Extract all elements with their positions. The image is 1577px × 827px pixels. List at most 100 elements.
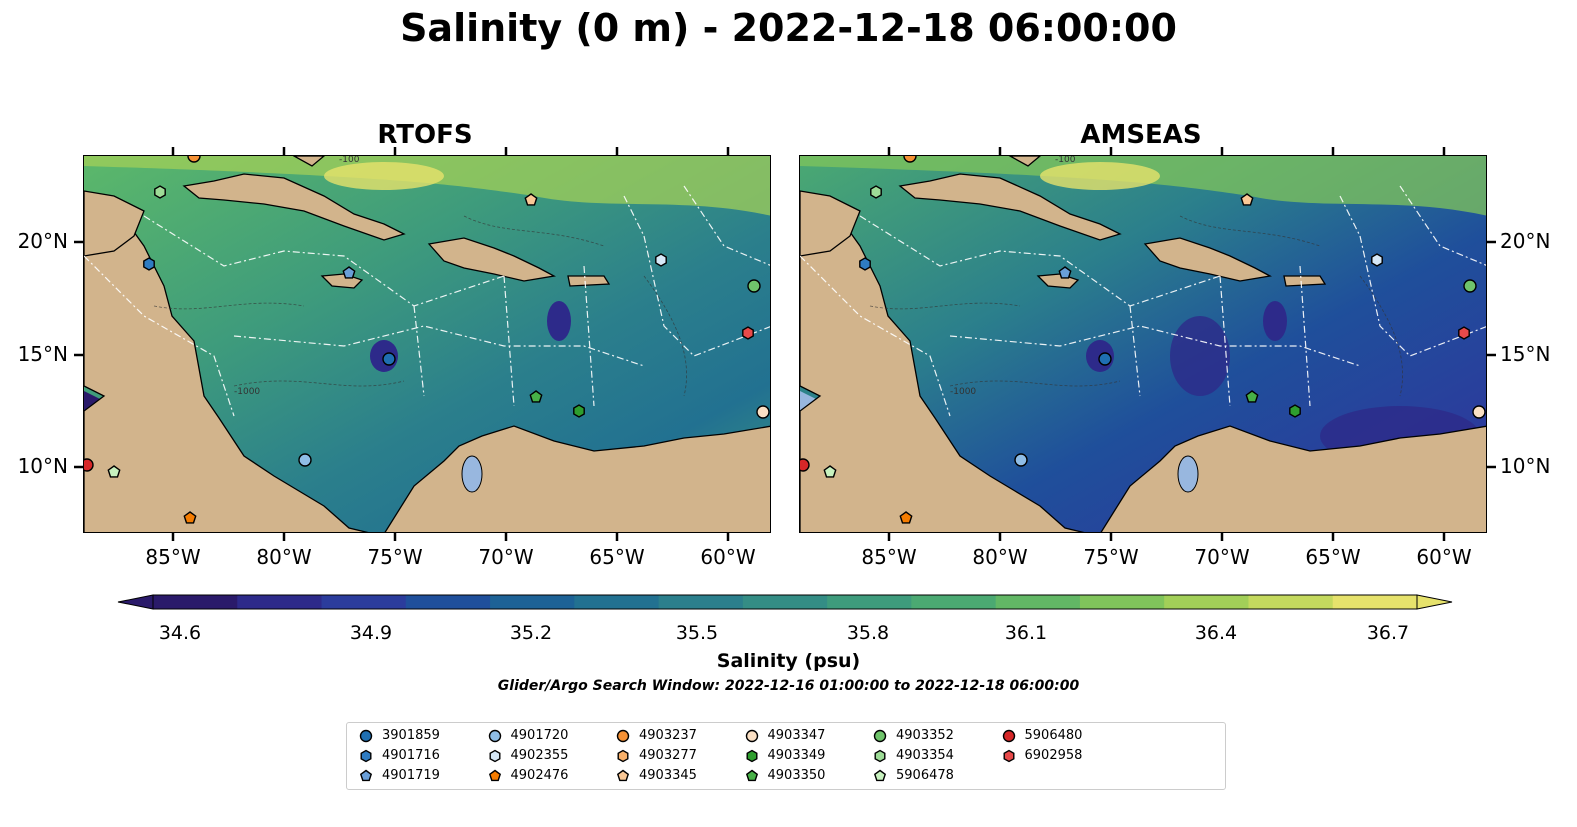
legend-marker-icon: [746, 749, 758, 763]
legend-item-4901720: 4901720: [488, 726, 568, 746]
eez-boundary: [1359, 235, 1486, 357]
legend-marker: [616, 769, 630, 782]
colorbar-extend-low: [117, 594, 154, 610]
colorbar-tick: 34.6: [158, 622, 202, 644]
legend-label: 4903237: [639, 728, 697, 743]
legend-marker: [488, 769, 501, 782]
eez-boundary: [800, 255, 951, 417]
legend-item-4903350: 4903350: [745, 766, 826, 786]
salinity-patch: [1040, 162, 1160, 190]
float-marker-4902355: [655, 253, 667, 267]
legend-label: 4903345: [639, 768, 697, 783]
colorbar-segment: [1079, 595, 1165, 609]
lon-label-80w: 80°W: [256, 545, 312, 569]
colorbar-tick: 36.4: [1194, 622, 1238, 644]
legend-item-4902355: 4902355: [488, 746, 568, 766]
lon-label-70w: 70°W: [1194, 545, 1250, 569]
eez-boundary: [84, 255, 235, 417]
high-salinity-band: [800, 156, 1486, 216]
lat-label-10n: 10°N: [1500, 454, 1551, 478]
float-marker-4903354: [870, 185, 882, 199]
land-mass: [1100, 425, 1486, 532]
legend-marker-icon: [873, 769, 887, 782]
legend-item-6902958: 6902958: [1002, 746, 1083, 766]
lat-label-20n: 20°N: [17, 229, 68, 253]
colorbar-tick: 35.5: [675, 622, 719, 644]
legend-item-5906478: 5906478: [873, 766, 954, 786]
legend-marker-icon: [489, 749, 501, 763]
salinity-patch: [547, 301, 571, 341]
salinity-map-rtofs: -1000 -100: [84, 156, 770, 532]
colorbar-tick: 35.2: [509, 622, 553, 644]
search-window-text: Glider/Argo Search Window: 2022-12-16 01…: [497, 678, 1080, 694]
colorbar-segment: [1164, 595, 1249, 609]
colorbar-segment: [742, 595, 828, 609]
legend-marker-icon: [873, 729, 887, 743]
legend-marker: [1002, 729, 1015, 743]
legend-label: 3901859: [382, 728, 440, 743]
lat-label-15n: 15°N: [17, 342, 68, 366]
legend-item-4903349: 4903349: [745, 746, 825, 766]
legend-marker: [359, 729, 373, 743]
float-marker-4903347: [1472, 405, 1486, 419]
float-marker-4903352: [747, 279, 761, 293]
legend-item-4901716: 4901716: [359, 746, 440, 766]
legend-label: 4903354: [896, 748, 954, 763]
float-marker-6902958: [742, 326, 754, 340]
colorbar-frame: [152, 594, 1418, 610]
legend-label: 4903350: [767, 768, 826, 783]
land-mass: [567, 275, 611, 287]
land-mass: [384, 425, 770, 532]
legend-marker: [617, 749, 629, 763]
land-mass: [898, 173, 1122, 241]
legend-label: 4903352: [896, 728, 954, 743]
salinity-patch: [1170, 316, 1230, 396]
eez-boundary: [143, 215, 505, 307]
legend-marker-icon: [488, 769, 501, 782]
legend-item-4903354: 4903354: [873, 746, 954, 766]
panel-title-rtofs: RTOFS: [377, 120, 473, 150]
bathymetry-contour: [643, 275, 687, 397]
float-marker-4903349: [573, 404, 585, 418]
colorbar-segment: [237, 595, 323, 609]
legend-marker: [488, 729, 501, 743]
float-marker-4902476: [899, 511, 913, 524]
legend-marker-icon: [874, 749, 886, 763]
float-marker-3901859: [382, 352, 396, 366]
legend-label: 5906480: [1024, 728, 1083, 743]
land-mass: [1283, 275, 1327, 287]
lon-label-75w: 75°W: [367, 545, 423, 569]
legend-marker: [360, 749, 372, 763]
colorbar-tick: 36.1: [1004, 622, 1048, 644]
salinity-patch: [1263, 301, 1287, 341]
colorbar-segment: [911, 595, 997, 609]
legend-item-5906480: 5906480: [1002, 726, 1083, 746]
land-mass: [182, 173, 406, 241]
legend-marker: [745, 769, 758, 782]
legend-marker-icon: [359, 769, 373, 782]
float-marker-4901719: [1058, 266, 1072, 279]
lat-label-10n: 10°N: [17, 454, 68, 478]
colorbar-segment: [827, 595, 912, 609]
colorbar: [117, 594, 1453, 610]
float-marker-4903237: [903, 156, 917, 163]
legend-marker: [873, 769, 887, 782]
land-mass: [800, 217, 1085, 532]
legend-marker-icon: [616, 769, 630, 782]
colorbar-segment: [153, 595, 238, 609]
lake: [1177, 455, 1199, 493]
map-panel-rtofs: -1000 -100: [83, 155, 771, 533]
contour-label: -100: [339, 156, 360, 165]
legend-label: 4901719: [382, 768, 440, 783]
legend-label: 6902958: [1024, 748, 1083, 763]
lon-label-70w: 70°W: [478, 545, 534, 569]
land-mass: [1143, 237, 1272, 282]
bathymetry-contour: [1359, 275, 1403, 397]
figure-title: Salinity (0 m) - 2022-12-18 06:00:00: [400, 6, 1177, 50]
legend-marker-icon: [360, 749, 372, 763]
lon-label-75w: 75°W: [1083, 545, 1139, 569]
legend-label: 4903277: [639, 748, 697, 763]
land-mass: [427, 237, 556, 282]
colorbar-segment: [1248, 595, 1334, 609]
lon-label-80w: 80°W: [972, 545, 1028, 569]
